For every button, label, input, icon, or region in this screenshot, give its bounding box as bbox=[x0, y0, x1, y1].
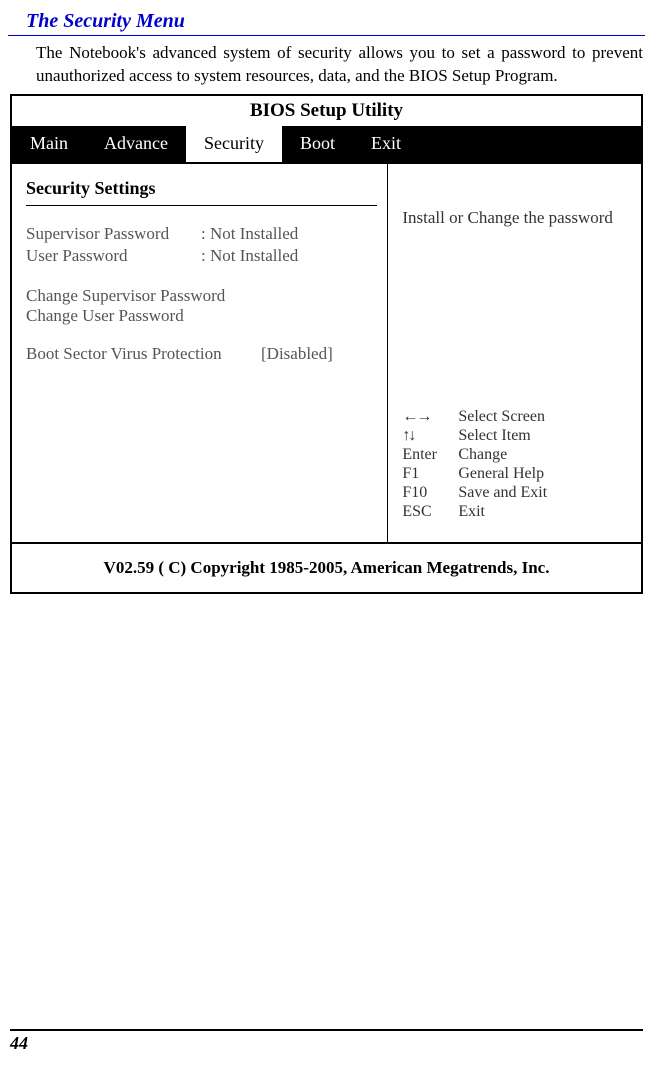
supervisor-password-row[interactable]: Supervisor Password : Not Installed bbox=[26, 224, 377, 244]
key-row-lr: Select Screen bbox=[402, 408, 629, 426]
key-esc: ESC bbox=[402, 503, 458, 521]
key-f1: F1 bbox=[402, 465, 458, 483]
boot-sector-value: [Disabled] bbox=[261, 344, 333, 364]
arrows-left-right-icon bbox=[402, 408, 430, 425]
security-settings-heading: Security Settings bbox=[26, 178, 377, 199]
boot-sector-label: Boot Sector Virus Protection bbox=[26, 344, 261, 364]
bios-screenshot: BIOS Setup Utility Main Advance Security… bbox=[10, 94, 643, 594]
user-password-row[interactable]: User Password : Not Installed bbox=[26, 246, 377, 266]
key-row-esc: ESC Exit bbox=[402, 503, 629, 521]
section-title: The Security Menu bbox=[8, 10, 645, 36]
tab-main[interactable]: Main bbox=[12, 126, 86, 162]
change-user-password[interactable]: Change User Password bbox=[26, 306, 377, 326]
supervisor-password-label: Supervisor Password bbox=[26, 224, 201, 244]
key-ud-desc: Select Item bbox=[458, 427, 530, 445]
supervisor-password-value: : Not Installed bbox=[201, 224, 298, 244]
key-row-enter: Enter Change bbox=[402, 446, 629, 464]
key-lr-desc: Select Screen bbox=[458, 408, 545, 426]
user-password-value: : Not Installed bbox=[201, 246, 298, 266]
tab-exit[interactable]: Exit bbox=[353, 126, 419, 162]
key-enter-desc: Change bbox=[458, 446, 507, 464]
key-row-f10: F10 Save and Exit bbox=[402, 484, 629, 502]
change-supervisor-password[interactable]: Change Supervisor Password bbox=[26, 286, 377, 306]
boot-sector-row[interactable]: Boot Sector Virus Protection [Disabled] bbox=[26, 344, 377, 364]
divider bbox=[26, 205, 377, 206]
user-password-label: User Password bbox=[26, 246, 201, 266]
key-f1-desc: General Help bbox=[458, 465, 544, 483]
arrows-up-down-icon bbox=[402, 427, 414, 444]
key-guide: Select Screen Select Item Enter Change F… bbox=[402, 408, 629, 522]
help-text: Install or Change the password bbox=[402, 208, 629, 228]
bios-right-pane: Install or Change the password Select Sc… bbox=[387, 164, 641, 542]
bios-left-pane: Security Settings Supervisor Password : … bbox=[12, 164, 387, 542]
key-row-f1: F1 General Help bbox=[402, 465, 629, 483]
bios-tab-bar: Main Advance Security Boot Exit bbox=[12, 126, 641, 162]
bios-title: BIOS Setup Utility bbox=[12, 96, 641, 126]
tab-security[interactable]: Security bbox=[186, 126, 282, 162]
key-f10: F10 bbox=[402, 484, 458, 502]
key-esc-desc: Exit bbox=[458, 503, 485, 521]
bios-copyright: V02.59 ( C) Copyright 1985-2005, America… bbox=[12, 542, 641, 592]
key-enter: Enter bbox=[402, 446, 458, 464]
key-row-ud: Select Item bbox=[402, 427, 629, 445]
tab-advance[interactable]: Advance bbox=[86, 126, 186, 162]
key-f10-desc: Save and Exit bbox=[458, 484, 547, 502]
tab-boot[interactable]: Boot bbox=[282, 126, 353, 162]
page-number: 44 bbox=[10, 1029, 643, 1054]
bios-body: Security Settings Supervisor Password : … bbox=[12, 162, 641, 542]
intro-paragraph: The Notebook's advanced system of securi… bbox=[8, 42, 645, 88]
